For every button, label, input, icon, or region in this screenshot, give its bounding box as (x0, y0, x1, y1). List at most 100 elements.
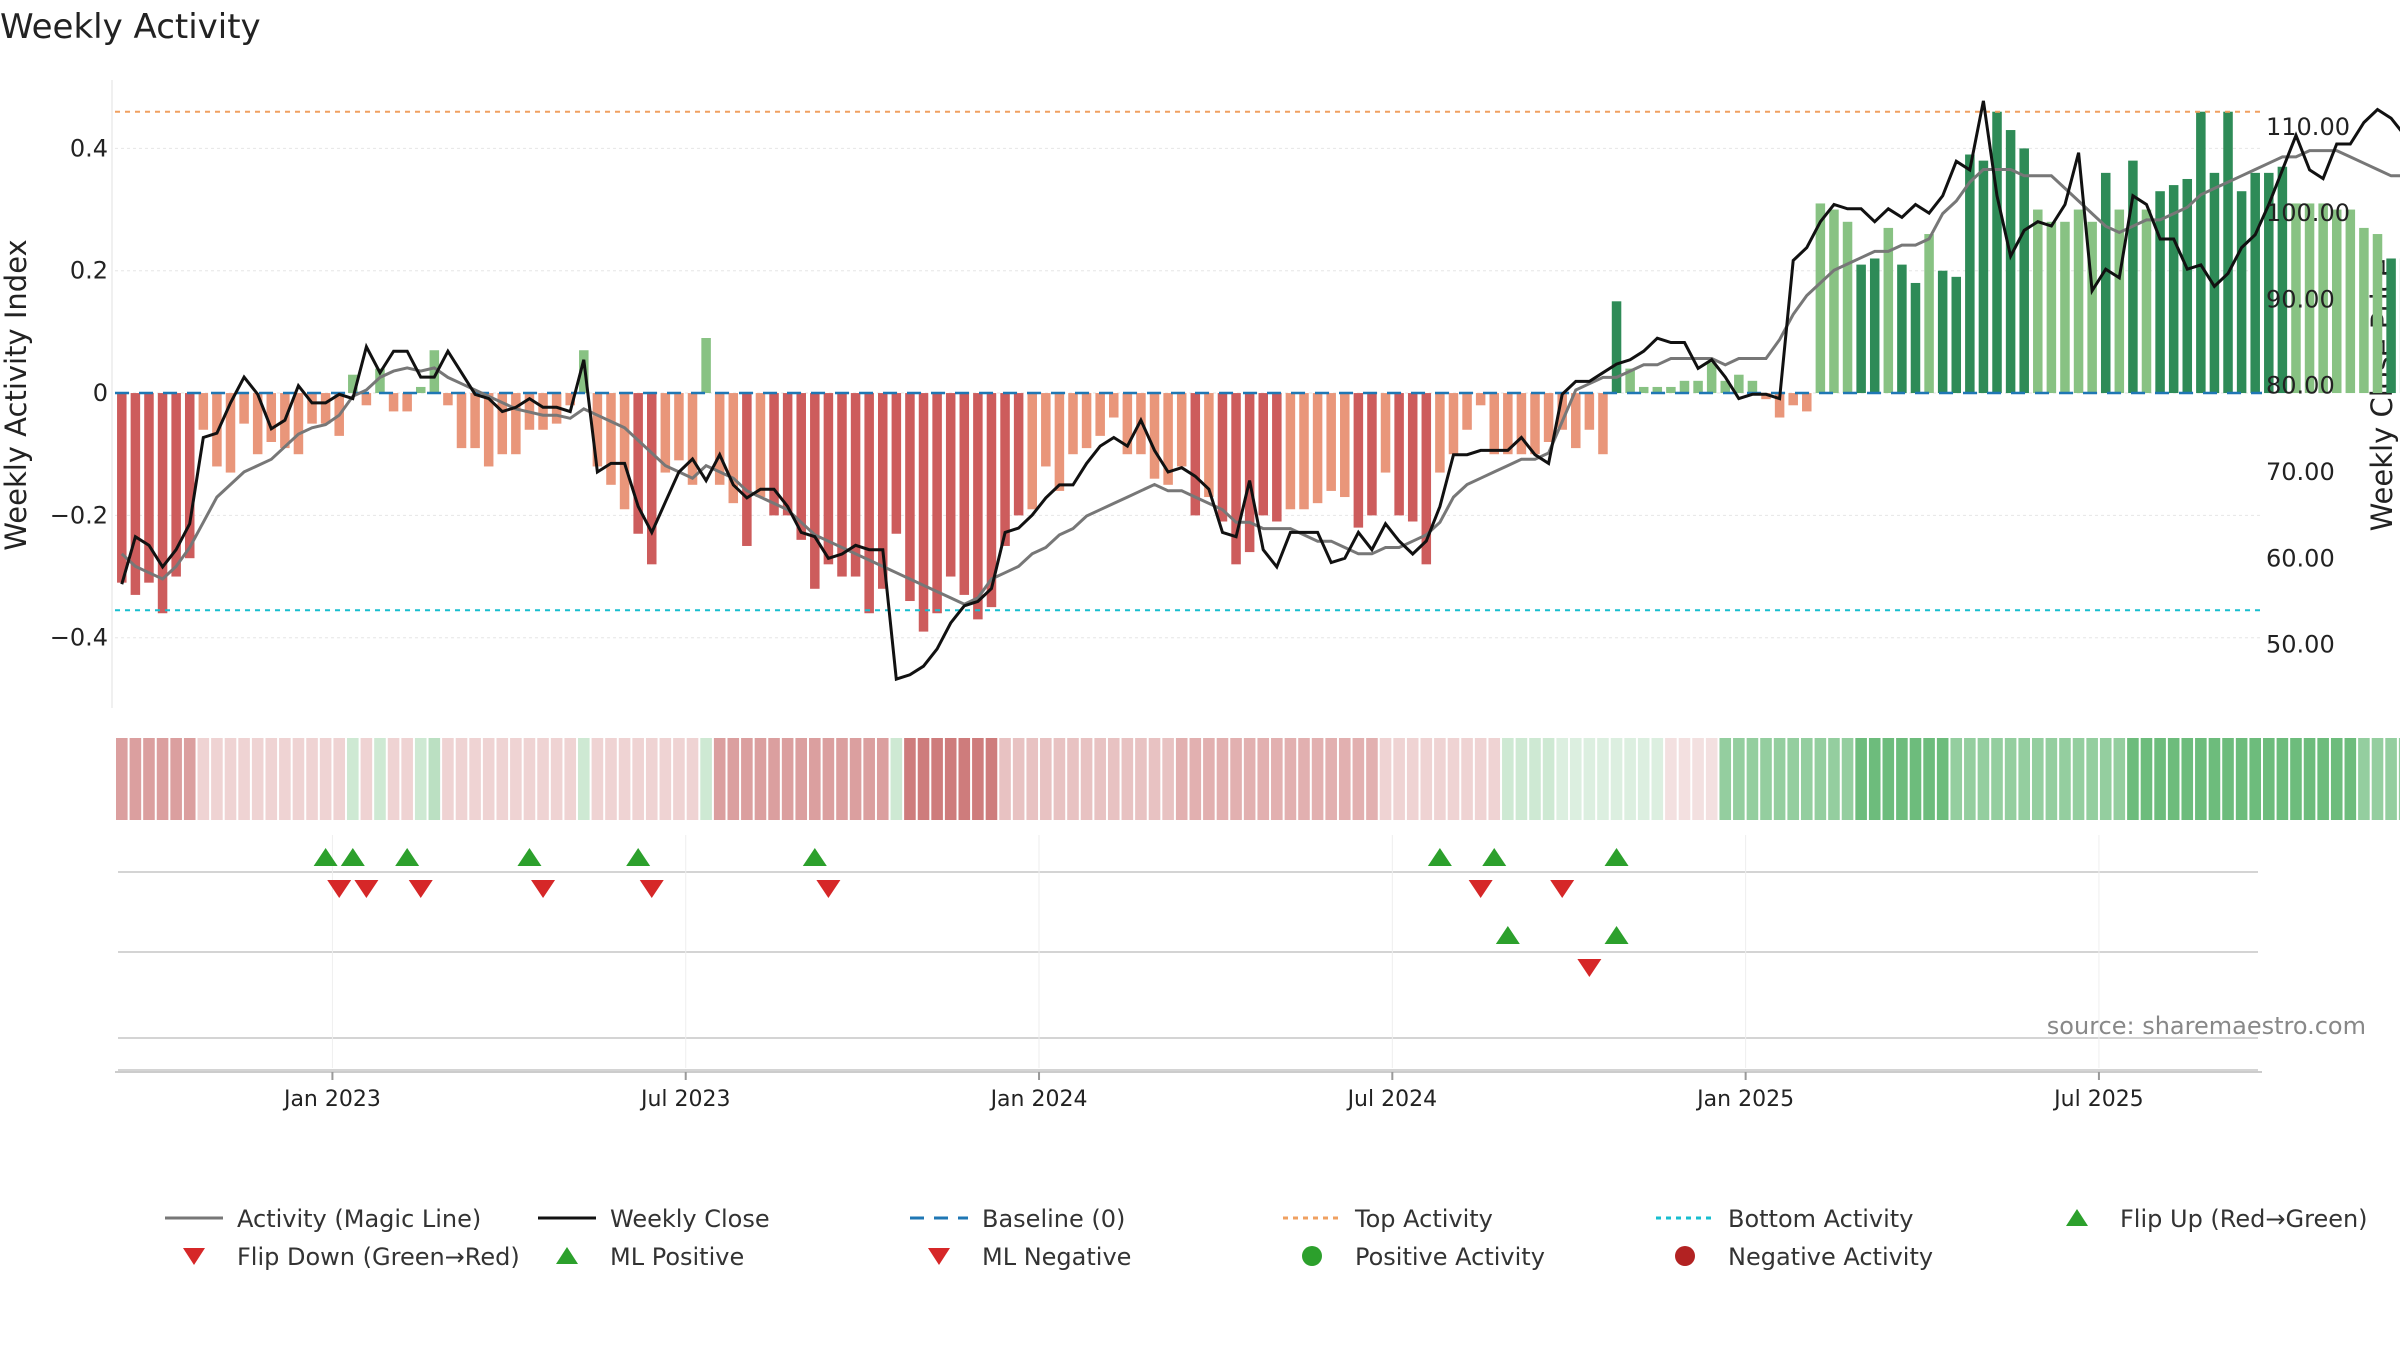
strip-cell (1189, 738, 1202, 820)
y-right-tick-label: 80.00 (2266, 372, 2335, 400)
activity-bar (1068, 393, 1078, 455)
strip-cell (2249, 738, 2261, 820)
activity-bar (307, 393, 317, 424)
activity-bar (293, 393, 304, 455)
activity-bar (1272, 393, 1282, 522)
activity-bar (619, 393, 630, 510)
y-left-tick-label: 0.2 (70, 257, 108, 285)
activity-bar (714, 393, 725, 485)
strip-cell (2263, 738, 2275, 820)
activity-bar (415, 386, 426, 394)
strip-cell (387, 738, 400, 820)
strip-cell (1067, 738, 1079, 820)
strip-cell (2140, 738, 2153, 820)
strip-cell (1474, 738, 1487, 820)
strip-cell (360, 738, 373, 820)
strip-cell (1012, 738, 1025, 820)
x-tick-label: Jul 2025 (2052, 1087, 2144, 1112)
activity-bar (701, 338, 711, 394)
strip-cell (1080, 738, 1093, 820)
activity-bar (891, 393, 902, 534)
activity-bar (388, 393, 399, 412)
activity-bar (810, 393, 820, 589)
ml-positive-marker (1604, 926, 1629, 944)
series-lines (120, 100, 2400, 682)
legend-label: Weekly Close (610, 1205, 770, 1233)
y-left-tick-label: −0.4 (50, 624, 108, 652)
strip-cell (1121, 738, 1134, 820)
legend-label: ML Negative (982, 1243, 1131, 1271)
activity-bar (1625, 368, 1635, 394)
activity-bar (2250, 172, 2260, 394)
activity-bar (1013, 393, 1024, 516)
strip-cell (238, 738, 250, 820)
chart-title: Weekly Activity (0, 7, 261, 47)
activity-bar (1027, 393, 1037, 510)
legend-label: Flip Up (Red→Green) (2120, 1205, 2368, 1233)
strip-cell (537, 738, 549, 820)
activity-bar (225, 393, 236, 473)
activity-bar (456, 393, 467, 449)
strip-cell (1026, 738, 1039, 820)
strip-cell (1936, 738, 1949, 820)
activity-bar (198, 393, 209, 430)
activity-bar (1666, 386, 1676, 394)
activity-bar (497, 393, 508, 455)
activity-bar (1421, 393, 1432, 565)
activity-bar (823, 393, 834, 565)
strip-cell (673, 738, 685, 820)
activity-bar (252, 393, 263, 455)
strip-cell (795, 738, 808, 820)
strip-cell (1406, 738, 1419, 820)
activity-bar (1163, 393, 1173, 485)
strip-cell (224, 738, 237, 820)
strip-cell (1950, 738, 1963, 820)
activity-bar (2345, 209, 2356, 394)
activity-bar (742, 393, 752, 546)
strip-cell (1325, 738, 1337, 820)
activity-bar (592, 393, 603, 467)
activity-bar (1340, 393, 1350, 498)
strip-cell (904, 738, 916, 820)
strip-cell (1243, 738, 1256, 820)
axis-ticks: 0.4 0.2 0 −0.2 −0.4 110.00 100.00 90.00 80.00 70.… (50, 113, 2350, 659)
strip-cell (2303, 738, 2316, 820)
activity-bar (1924, 234, 1934, 394)
strip-cell (2099, 738, 2112, 820)
activity-bar (1312, 393, 1323, 504)
strip-cell (1162, 738, 1174, 820)
activity-bar (1122, 393, 1133, 455)
activity-bar (850, 393, 861, 577)
legend-label: Bottom Activity (1728, 1205, 1913, 1233)
activity-bar (1598, 393, 1608, 455)
activity-bar (470, 393, 480, 449)
y-left-tick-label: −0.2 (50, 501, 108, 529)
strip-cell (1094, 738, 1106, 820)
y-right-tick-label: 60.00 (2266, 544, 2335, 572)
strip-cell (931, 738, 943, 820)
strip-cell (985, 738, 998, 820)
activity-bar (1530, 393, 1540, 455)
activity-bar (375, 368, 385, 394)
flip-down-marker (639, 880, 664, 898)
activity-bar (2168, 185, 2179, 394)
legend-swatch (928, 1248, 950, 1265)
activity-bar (728, 393, 739, 504)
strip-cell (754, 738, 767, 820)
activity-bar (2223, 111, 2233, 394)
reference-lines (115, 110, 2262, 612)
activity-strip (116, 738, 2400, 820)
strip-cell (876, 738, 889, 820)
activity-bar (986, 393, 997, 608)
activity-bar (1489, 393, 1499, 455)
strip-cell (1665, 738, 1677, 820)
activity-bar (1706, 362, 1717, 394)
strip-cell (523, 738, 536, 820)
strip-cell (428, 738, 441, 820)
strip-cell (2330, 738, 2343, 820)
y-right-tick-label: 100.00 (2266, 199, 2350, 227)
strip-cell (1338, 738, 1351, 820)
activity-bar (1204, 393, 1214, 498)
strip-cell (2113, 738, 2126, 820)
strip-cell (1597, 738, 1609, 820)
